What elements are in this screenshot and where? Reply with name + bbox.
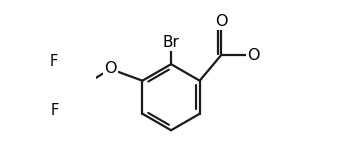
Text: O: O — [104, 61, 117, 76]
Text: Br: Br — [163, 35, 180, 50]
Text: F: F — [50, 103, 59, 118]
Text: O: O — [215, 13, 227, 29]
Text: F: F — [50, 54, 58, 69]
Text: O: O — [247, 48, 260, 63]
